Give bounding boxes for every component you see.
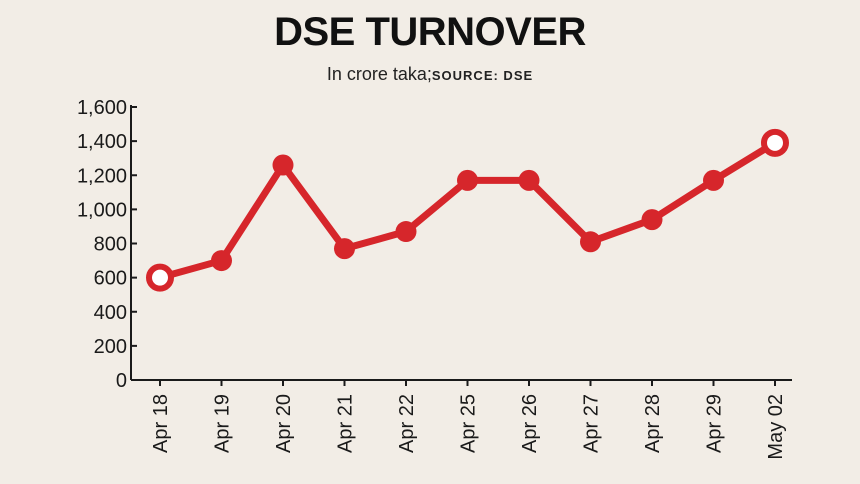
chart-title: DSE TURNOVER bbox=[274, 10, 586, 54]
y-tick-label: 1,400 bbox=[77, 131, 127, 153]
x-tick-label: May 02 bbox=[765, 394, 787, 460]
x-tick-label: Apr 20 bbox=[273, 394, 295, 453]
data-point bbox=[580, 231, 601, 253]
data-point bbox=[211, 250, 232, 272]
x-axis: Apr 18 Apr 19 Apr 20 Apr 21 Apr 22 Apr 25 Apr … bbox=[131, 379, 792, 460]
data-point bbox=[334, 238, 355, 260]
y-tick-label: 200 bbox=[94, 336, 127, 358]
y-axis: 0 200 400 600 800 1,000 1,200 1,400 1,600 bbox=[77, 97, 137, 392]
data-point-highlight bbox=[761, 128, 789, 157]
source-note: SOURCE: DSE bbox=[431, 68, 534, 83]
x-tick-label: Apr 22 bbox=[396, 394, 418, 453]
subtitle-unit: In crore taka; bbox=[326, 64, 432, 84]
data-point bbox=[703, 169, 724, 191]
x-tick-label: Apr 19 bbox=[212, 394, 234, 453]
data-point bbox=[272, 154, 294, 176]
data-point bbox=[457, 169, 478, 191]
y-tick-label: 1,000 bbox=[77, 199, 127, 221]
y-tick-label: 1,600 bbox=[77, 97, 127, 119]
x-tick-label: Apr 26 bbox=[519, 394, 541, 453]
y-tick-label: 800 bbox=[94, 234, 127, 256]
y-tick-label: 400 bbox=[94, 302, 127, 324]
data-point bbox=[518, 169, 540, 191]
x-tick-label: Apr 21 bbox=[335, 394, 357, 453]
y-tick-label: 0 bbox=[116, 370, 127, 392]
data-point bbox=[641, 209, 663, 231]
chart-subtitle: In crore taka;SOURCE: DSE bbox=[0, 64, 860, 85]
y-tick-label: 1,200 bbox=[77, 165, 127, 187]
data-point-highlight bbox=[146, 263, 174, 292]
y-tick-label: 600 bbox=[94, 268, 127, 290]
data-point bbox=[395, 221, 417, 243]
x-tick-label: Apr 25 bbox=[458, 394, 480, 453]
series-line bbox=[156, 139, 779, 282]
x-tick-label: Apr 27 bbox=[581, 394, 603, 453]
x-tick-label: Apr 18 bbox=[150, 394, 172, 453]
x-tick-label: Apr 28 bbox=[642, 394, 664, 453]
series-turnover bbox=[146, 128, 789, 292]
x-tick-label: Apr 29 bbox=[704, 394, 726, 453]
